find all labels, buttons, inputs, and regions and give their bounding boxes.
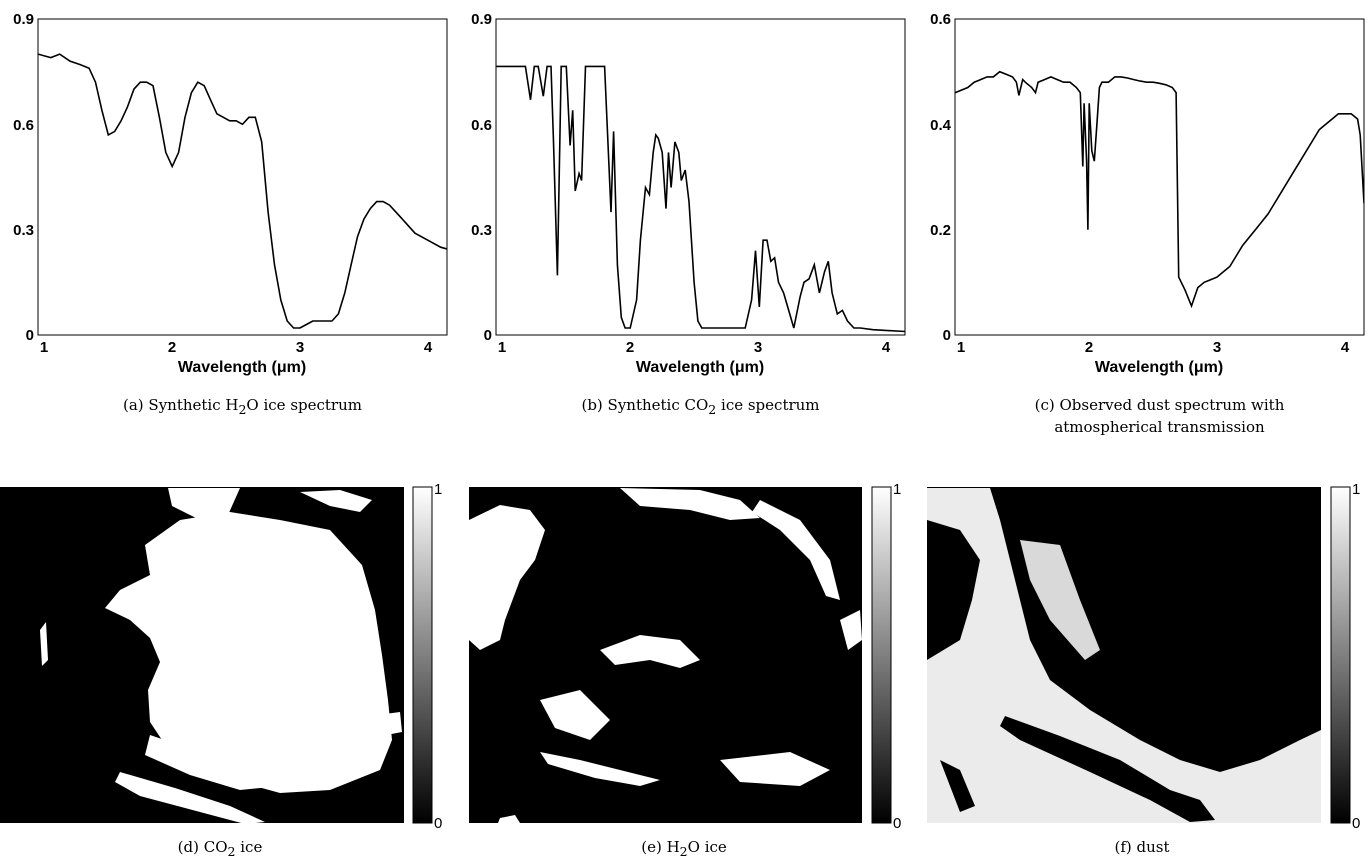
co2-ice-streak bbox=[340, 712, 402, 742]
y-axis-ticks-c: 0 0.2 0.4 0.6 bbox=[930, 11, 952, 344]
y-tick-label: 0.6 bbox=[930, 11, 951, 28]
spectrum-chart-b: 1 2 3 4 0 0.3 0.6 0.9 Wavelength (μm) bbox=[471, 11, 906, 376]
x-axis-ticks-a: 1 2 3 4 bbox=[40, 339, 433, 356]
caption-b: (b) Synthetic CO2 ice spectrum bbox=[496, 394, 905, 421]
x-tick-label: 4 bbox=[1341, 339, 1350, 356]
spectrum-chart-a: 1 2 3 4 0 0.3 0.6 0.9 Wavelength (μm) bbox=[13, 11, 448, 376]
x-tick-label: 2 bbox=[1085, 339, 1093, 356]
caption-f: (f) dust bbox=[927, 836, 1357, 863]
caption-text: ice bbox=[235, 838, 263, 856]
y-tick-label: 0.9 bbox=[13, 11, 34, 28]
h2o-ice-streak bbox=[600, 635, 700, 668]
x-tick-label: 4 bbox=[882, 339, 891, 356]
y-tick-label: 0.3 bbox=[13, 222, 34, 239]
dark-streak bbox=[1000, 716, 1215, 822]
y-tick-label: 0.6 bbox=[471, 117, 492, 134]
x-tick-label: 2 bbox=[168, 339, 176, 356]
caption-subscript: 2 bbox=[679, 844, 688, 859]
x-tick-label: 1 bbox=[40, 339, 48, 356]
caption-text: O ice spectrum bbox=[246, 396, 362, 414]
x-tick-label: 3 bbox=[1213, 339, 1221, 356]
caption-text: (e) H bbox=[641, 838, 680, 856]
dark-streak bbox=[940, 760, 975, 812]
caption-subscript: 2 bbox=[238, 402, 247, 417]
colorbar-min-label: 0 bbox=[893, 815, 901, 832]
x-tick-label: 1 bbox=[498, 339, 506, 356]
series-line-c bbox=[955, 70, 1364, 309]
caption-text: (d) CO bbox=[177, 838, 228, 856]
x-tick-label: 2 bbox=[626, 339, 634, 356]
map-bright-regions-d bbox=[40, 488, 402, 824]
y-tick-label: 0.3 bbox=[471, 222, 492, 239]
x-axis-ticks-b: 1 2 3 4 bbox=[498, 339, 891, 356]
caption-text: O ice bbox=[687, 838, 727, 856]
abundance-map-d: 1 0 bbox=[0, 481, 442, 832]
x-tick-label: 3 bbox=[296, 339, 304, 356]
co2-ice-streak bbox=[40, 622, 48, 666]
y-axis-ticks-a: 0 0.3 0.6 0.9 bbox=[13, 11, 34, 344]
caption-line: atmospherical transmission bbox=[1054, 418, 1265, 436]
abundance-map-e: 1 0 bbox=[469, 481, 901, 832]
x-axis-label-a: Wavelength (μm) bbox=[178, 359, 306, 376]
x-tick-label: 4 bbox=[424, 339, 433, 356]
colorbar-max-label: 1 bbox=[434, 481, 442, 498]
caption-e: (e) H2O ice bbox=[469, 836, 899, 863]
plot-frame-a bbox=[37, 18, 448, 336]
x-axis-label-c: Wavelength (μm) bbox=[1095, 359, 1223, 376]
y-tick-label: 0 bbox=[484, 327, 492, 344]
plot-frame-c bbox=[954, 18, 1365, 336]
x-tick-label: 3 bbox=[754, 339, 762, 356]
series-line-a bbox=[38, 53, 447, 329]
co2-ice-streak bbox=[300, 490, 372, 512]
caption-subscript: 2 bbox=[227, 844, 236, 859]
map-dark-streaks-f bbox=[940, 716, 1215, 822]
caption-d: (d) CO2 ice bbox=[0, 836, 440, 863]
colorbar-e bbox=[871, 486, 892, 824]
co2-ice-streak bbox=[168, 488, 240, 520]
co2-ice-streak bbox=[145, 735, 280, 790]
colorbar-min-label: 0 bbox=[1352, 815, 1360, 832]
abundance-map-f: 1 0 bbox=[927, 481, 1360, 832]
y-tick-label: 0 bbox=[26, 327, 34, 344]
h2o-ice-streak bbox=[540, 690, 610, 740]
caption-line: (c) Observed dust spectrum with bbox=[1034, 396, 1285, 414]
caption-text: ice spectrum bbox=[716, 396, 820, 414]
plot-frame-b bbox=[495, 18, 906, 336]
y-axis-ticks-b: 0 0.3 0.6 0.9 bbox=[471, 11, 492, 344]
h2o-ice-streak bbox=[840, 610, 862, 650]
x-axis-ticks-c: 1 2 3 4 bbox=[957, 339, 1350, 356]
x-tick-label: 1 bbox=[957, 339, 965, 356]
y-tick-label: 0.9 bbox=[471, 11, 492, 28]
y-tick-label: 0.4 bbox=[930, 117, 952, 134]
spectrum-chart-c: 1 2 3 4 0 0.2 0.4 0.6 Wavelength (μm) bbox=[930, 11, 1365, 376]
caption-c: (c) Observed dust spectrum with atmosphe… bbox=[955, 394, 1364, 438]
colorbar-d bbox=[412, 486, 433, 824]
caption-subscript: 2 bbox=[708, 402, 717, 417]
co2-ice-region bbox=[105, 512, 392, 793]
co2-ice-streak bbox=[115, 772, 265, 824]
caption-a: (a) Synthetic H2O ice spectrum bbox=[38, 394, 447, 421]
h2o-ice-region bbox=[469, 505, 545, 650]
colorbar-min-label: 0 bbox=[434, 815, 442, 832]
colorbar-max-label: 1 bbox=[893, 481, 901, 498]
x-axis-label-b: Wavelength (μm) bbox=[636, 359, 764, 376]
h2o-ice-streak bbox=[720, 752, 830, 786]
h2o-ice-streak bbox=[752, 500, 840, 600]
dust-region bbox=[1020, 540, 1100, 660]
h2o-ice-streak bbox=[620, 488, 760, 520]
caption-text: (f) dust bbox=[1114, 838, 1170, 856]
colorbar-f bbox=[1330, 486, 1351, 824]
series-line-b bbox=[496, 65, 905, 333]
h2o-ice-streak bbox=[540, 752, 660, 786]
caption-text: (b) Synthetic CO bbox=[581, 396, 709, 414]
map-bright-regions-e bbox=[469, 488, 862, 823]
colorbar-max-label: 1 bbox=[1352, 481, 1360, 498]
y-tick-label: 0.6 bbox=[13, 117, 34, 134]
h2o-ice-streak bbox=[498, 815, 520, 823]
y-tick-label: 0.2 bbox=[930, 222, 951, 239]
caption-text: (a) Synthetic H bbox=[123, 396, 239, 414]
y-tick-label: 0 bbox=[943, 327, 951, 344]
